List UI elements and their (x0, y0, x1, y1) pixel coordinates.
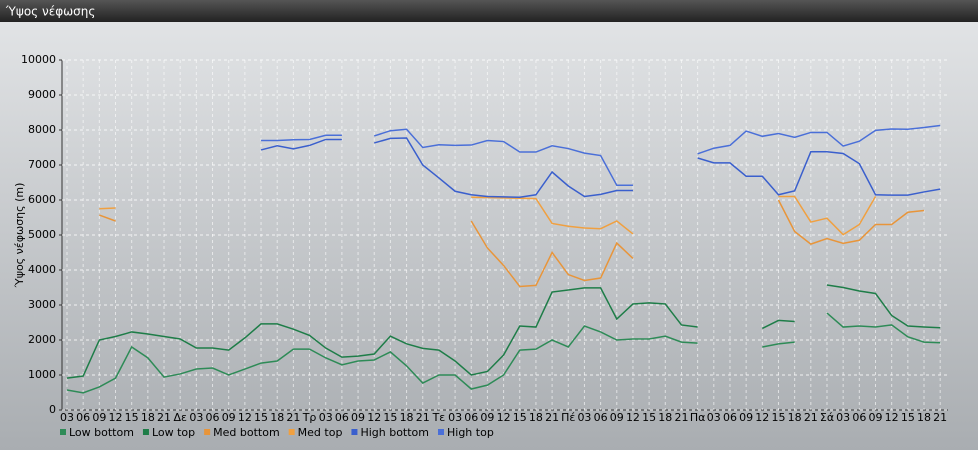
y-tick-label: 1000 (28, 368, 56, 381)
x-tick-label: 21 (674, 411, 688, 424)
legend-label: Low top (152, 426, 195, 439)
x-tick-label: 15 (383, 411, 397, 424)
x-tick-label: Δε (173, 411, 187, 424)
x-tick-label: 12 (367, 411, 381, 424)
x-tick-label: 03 (707, 411, 721, 424)
legend-swatch (204, 429, 211, 435)
x-tick-label: 06 (723, 411, 737, 424)
x-tick-label: 03 (319, 411, 333, 424)
x-tick-label: 18 (529, 411, 543, 424)
x-tick-label: 15 (771, 411, 785, 424)
x-tick-label: 15 (642, 411, 656, 424)
y-tick-label: 3000 (28, 298, 56, 311)
legend-swatch (60, 429, 66, 435)
x-tick-label: 09 (739, 411, 753, 424)
x-tick-label: 03 (448, 411, 462, 424)
x-tick-label: 21 (545, 411, 559, 424)
y-tick-label: 4000 (28, 263, 56, 276)
x-tick-label: 12 (755, 411, 769, 424)
x-tick-label: 06 (594, 411, 608, 424)
x-tick-label: 21 (286, 411, 300, 424)
series-line (99, 195, 877, 236)
x-tick-label: 09 (92, 411, 106, 424)
y-tick-label: 10000 (21, 53, 56, 66)
series-line (66, 312, 941, 394)
x-tick-label: 12 (885, 411, 899, 424)
y-axis-label: Ύψος νέφωσης (m) (13, 183, 26, 289)
x-tick-label: Σά (820, 411, 834, 424)
legend-label: Med bottom (213, 426, 280, 439)
legend-label: High top (447, 426, 494, 439)
x-tick-label: 12 (109, 411, 123, 424)
x-tick-label: 18 (658, 411, 672, 424)
legend-swatch (351, 429, 358, 435)
legend-label: High bottom (360, 426, 429, 439)
x-tick-label: 09 (480, 411, 494, 424)
y-tick-label: 0 (49, 403, 56, 416)
series-line (66, 284, 941, 379)
x-tick-label: 18 (141, 411, 155, 424)
series-line (99, 199, 925, 288)
x-tick-label: 21 (157, 411, 171, 424)
x-tick-label: 21 (416, 411, 430, 424)
title-bar (0, 0, 978, 22)
x-tick-label: Τε (432, 411, 446, 424)
x-tick-label: Τρ (302, 411, 317, 424)
y-tick-label: 8000 (28, 123, 56, 136)
x-tick-label: 15 (513, 411, 527, 424)
legend-swatch (288, 429, 295, 435)
x-tick-label: 12 (626, 411, 640, 424)
legend-label: Med top (298, 426, 343, 439)
x-tick-label: Πα (690, 411, 706, 424)
x-tick-label: 03 (60, 411, 74, 424)
x-tick-label: 15 (254, 411, 268, 424)
legend-label: Low bottom (69, 426, 134, 439)
x-tick-label: 09 (869, 411, 883, 424)
y-tick-label: 5000 (28, 228, 56, 241)
x-tick-label: 09 (351, 411, 365, 424)
x-tick-label: 21 (933, 411, 947, 424)
series-line (261, 124, 941, 187)
x-tick-label: 03 (836, 411, 850, 424)
legend-swatch (438, 429, 444, 435)
x-tick-label: 18 (917, 411, 931, 424)
x-tick-label: 12 (238, 411, 252, 424)
x-tick-label: 15 (901, 411, 915, 424)
x-tick-label: 03 (189, 411, 203, 424)
x-tick-label: 09 (222, 411, 236, 424)
x-tick-label: 12 (497, 411, 511, 424)
x-tick-label: 06 (206, 411, 220, 424)
x-tick-label: 18 (270, 411, 284, 424)
legend-swatch (142, 429, 149, 435)
y-tick-label: 9000 (28, 88, 56, 101)
y-tick-label: 6000 (28, 193, 56, 206)
y-tick-label: 7000 (28, 158, 56, 171)
x-tick-label: 09 (610, 411, 624, 424)
x-tick-label: 06 (852, 411, 866, 424)
x-tick-label: 21 (804, 411, 818, 424)
x-tick-label: 18 (788, 411, 802, 424)
y-tick-label: 2000 (28, 333, 56, 346)
x-tick-label: 03 (577, 411, 591, 424)
x-tick-label: 06 (464, 411, 478, 424)
chart-title: Ύψος νέφωσης (5, 5, 95, 19)
series-line (260, 137, 941, 198)
x-tick-label: 18 (400, 411, 414, 424)
x-tick-label: 06 (76, 411, 90, 424)
x-tick-label: Πέ (561, 411, 575, 424)
x-tick-label: 15 (125, 411, 139, 424)
x-tick-label: 06 (335, 411, 349, 424)
